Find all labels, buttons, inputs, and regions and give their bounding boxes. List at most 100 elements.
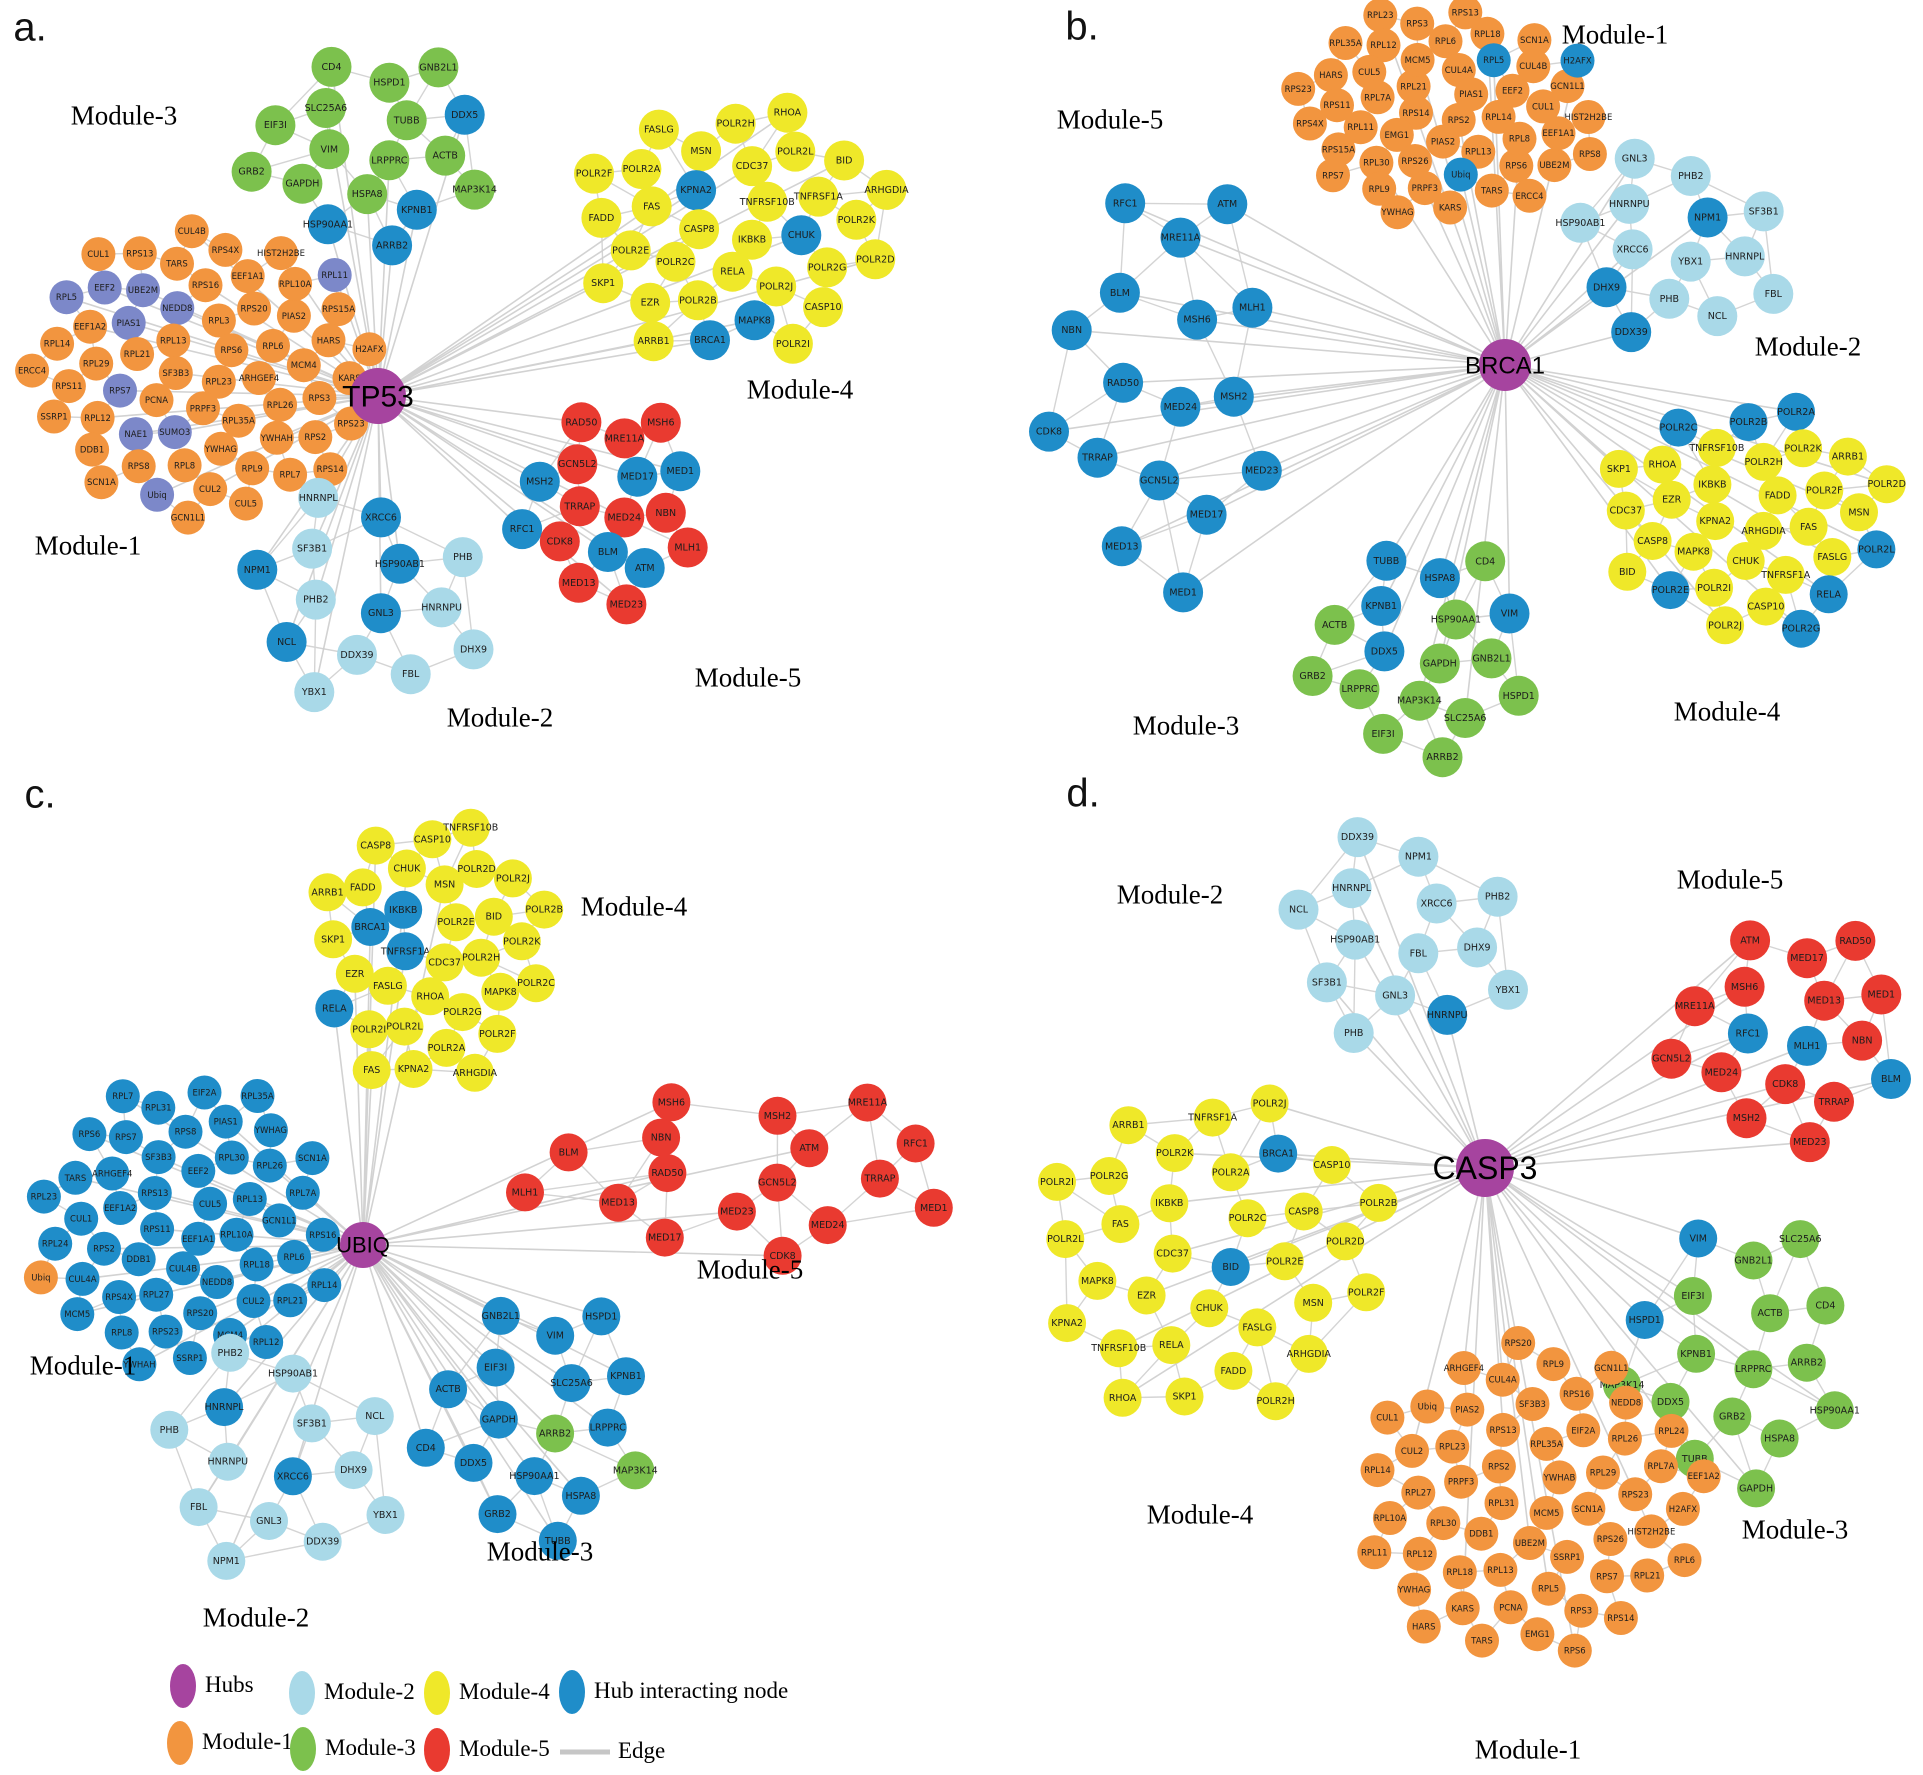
node-label: POLR2E bbox=[612, 245, 649, 256]
node-label: RPL8 bbox=[1509, 135, 1530, 145]
node-label: POLR2B bbox=[1360, 1198, 1398, 1209]
node-circle-RPS15A bbox=[1321, 132, 1356, 167]
node-label: RPS14 bbox=[317, 465, 344, 475]
node-label: HSP90AA1 bbox=[509, 1471, 559, 1482]
node-circle-POLR2A bbox=[1777, 392, 1815, 431]
node: RPL5 bbox=[1476, 43, 1511, 78]
node-label: Ubiq bbox=[1418, 1403, 1437, 1413]
node-label: SF3B1 bbox=[1749, 206, 1779, 217]
legend-swatch-module-1 bbox=[167, 1721, 193, 1765]
node-circle-ARHGEF4 bbox=[95, 1156, 130, 1191]
node-label: TNFRSF10B bbox=[1688, 443, 1744, 454]
node-circle-HSP90AA1 bbox=[1815, 1391, 1854, 1430]
node-circle-DDX39 bbox=[1337, 817, 1378, 858]
node-label: POLR2A bbox=[1212, 1167, 1250, 1178]
node-label: MSN bbox=[690, 146, 711, 157]
node-label: ERCC4 bbox=[18, 367, 46, 377]
node-label: VIM bbox=[1501, 609, 1519, 620]
node-circle-RPL12 bbox=[1402, 1536, 1437, 1571]
node-label: CASP8 bbox=[1637, 536, 1668, 547]
node-label: RPL7A bbox=[1364, 93, 1391, 103]
node-circle-RPL9 bbox=[235, 451, 270, 486]
node-circle-XRCC6 bbox=[1416, 883, 1457, 924]
node: RPL27 bbox=[139, 1277, 174, 1312]
node-circle-CUL1 bbox=[1526, 89, 1561, 124]
node-circle-NEDD8 bbox=[1609, 1385, 1644, 1420]
node: MED13 bbox=[1101, 526, 1142, 567]
node-label: POLR2G bbox=[808, 262, 847, 273]
node: PIAS2 bbox=[1450, 1392, 1485, 1427]
node: RPL5 bbox=[1531, 1571, 1566, 1606]
hub-spoke-edges bbox=[1048, 202, 1506, 594]
node-circle-MED1 bbox=[914, 1188, 953, 1227]
node: RPS6 bbox=[72, 1117, 107, 1152]
node-circle-NBN bbox=[642, 1118, 681, 1157]
node: FADD bbox=[1758, 476, 1797, 515]
node-circle-TNFRSF10B bbox=[747, 181, 788, 222]
node: EEF2 bbox=[181, 1153, 216, 1188]
node-circle-NPM1 bbox=[1398, 836, 1439, 877]
node: MSN bbox=[1840, 493, 1878, 532]
node-label: RPL31 bbox=[1488, 1499, 1515, 1509]
node-label: HSP90AA1 bbox=[303, 219, 353, 230]
node-circle-RPL27 bbox=[139, 1277, 174, 1312]
node: ACTB bbox=[1751, 1294, 1790, 1333]
node: POLR2L bbox=[1046, 1220, 1085, 1259]
node-circle-POLR2E bbox=[437, 903, 475, 942]
node-label: ARHGEF4 bbox=[239, 374, 279, 384]
node: MED23 bbox=[1789, 1122, 1830, 1163]
node-label: MSH6 bbox=[658, 1097, 685, 1108]
node-label: POLR2D bbox=[1867, 479, 1905, 490]
node-label: RPL7 bbox=[112, 1092, 133, 1102]
node: RELA bbox=[1152, 1326, 1191, 1365]
node: MED17 bbox=[617, 456, 658, 497]
node: PRPF3 bbox=[1444, 1464, 1479, 1499]
node-circle-RPS20 bbox=[1501, 1326, 1536, 1360]
node-label: CHUK bbox=[1732, 556, 1760, 567]
hub-label: TP53 bbox=[342, 381, 414, 414]
node-label: RPS6 bbox=[78, 1130, 100, 1140]
node-circle-RPL30 bbox=[1426, 1506, 1461, 1541]
node-label: RPS20 bbox=[240, 305, 267, 315]
node: FBL bbox=[1398, 933, 1439, 974]
node-circle-SF3B1 bbox=[1743, 191, 1784, 232]
node-label: HSPA8 bbox=[1424, 573, 1455, 584]
node-label: RPS11 bbox=[1323, 101, 1350, 111]
node-label: HSP90AA1 bbox=[1431, 615, 1481, 626]
node-label: GRB2 bbox=[1299, 671, 1326, 682]
node-label: EZR bbox=[641, 298, 661, 309]
node-circle-EMG1 bbox=[1379, 117, 1414, 152]
node: MCM5 bbox=[1529, 1495, 1564, 1530]
node: RPL9 bbox=[235, 451, 270, 486]
node-circle-MED24 bbox=[604, 497, 645, 538]
node: MLH1 bbox=[667, 527, 708, 568]
node-label: GCN1L1 bbox=[262, 1216, 296, 1226]
node: BRCA1 bbox=[1259, 1134, 1298, 1173]
node-label: RPS7 bbox=[1596, 1572, 1618, 1582]
node-label: FBL bbox=[1410, 948, 1428, 959]
node-circle-PHB bbox=[150, 1410, 189, 1449]
node: POLR2D bbox=[855, 239, 896, 280]
node-label: RPS6 bbox=[1564, 1647, 1586, 1657]
node-circle-POLR2C bbox=[655, 241, 696, 282]
node-circle-EEF1A1 bbox=[230, 259, 265, 294]
node-label: RPL10A bbox=[220, 1231, 253, 1241]
node-label: RHOA bbox=[1649, 460, 1677, 471]
node-circle-KPNA2 bbox=[1696, 502, 1735, 541]
node-label: MAP3K14 bbox=[1397, 696, 1442, 707]
node-circle-VIM bbox=[1489, 593, 1530, 634]
node-label: PHB2 bbox=[217, 1348, 242, 1359]
node-label: VIM bbox=[1689, 1234, 1707, 1245]
node: POLR2G bbox=[443, 993, 482, 1032]
node-circle-PRPF3 bbox=[1444, 1464, 1479, 1499]
node-label: RPL13 bbox=[1487, 1566, 1514, 1576]
node: POLR2C bbox=[1659, 408, 1698, 447]
node-circle-CASP8 bbox=[1284, 1192, 1323, 1231]
node: TARS bbox=[1465, 1623, 1499, 1658]
node-label: VIM bbox=[321, 144, 339, 155]
node: CDC37 bbox=[1153, 1234, 1192, 1273]
node-label: RPL23 bbox=[1367, 11, 1394, 21]
node-label: RHOA bbox=[774, 108, 802, 119]
node: POLR2H bbox=[462, 938, 500, 977]
node: ACTB bbox=[1314, 604, 1355, 645]
